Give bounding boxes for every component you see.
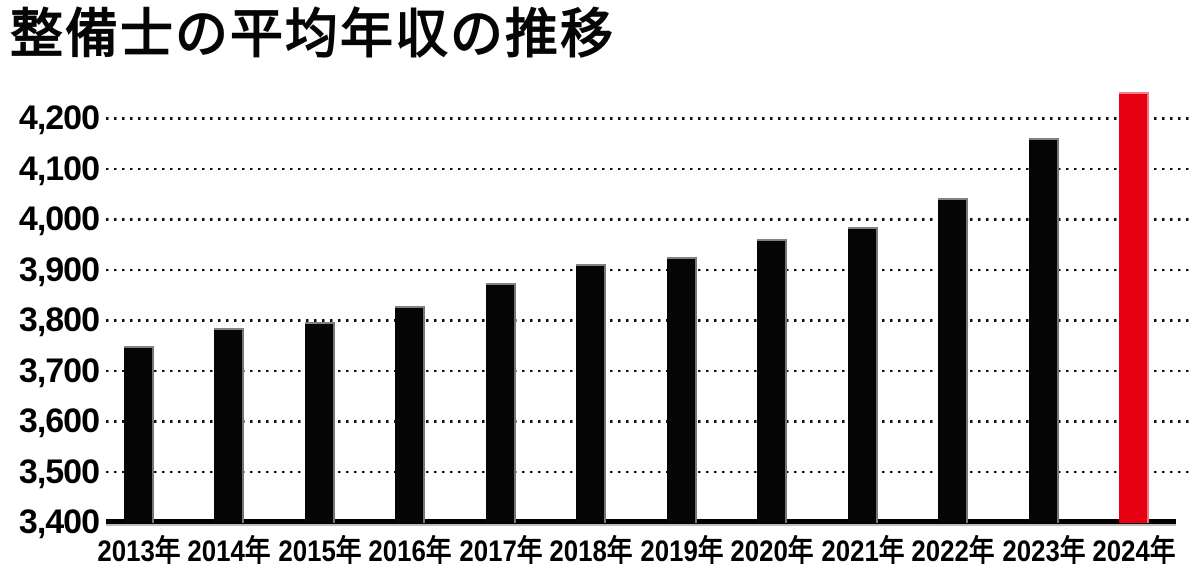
bar-2015年 [304,321,335,523]
x-tick-label: 2020年 [730,535,814,568]
y-tick-label: 3,700 [18,351,100,390]
bar-2020年 [757,238,787,523]
y-tick-label: 3,800 [18,301,100,339]
bar-2017年 [485,282,516,523]
bar-2016年 [395,305,425,523]
gridline-3600 [106,420,1192,423]
x-tick-label: 2014年 [187,535,271,568]
y-tick-label: 3,400 [18,503,100,541]
x-tick-label: 2015年 [277,535,362,568]
bar-2013年 [123,346,154,523]
x-tick-label: 2018年 [549,535,633,568]
gridline-4000 [106,218,1192,221]
bar-2024年 [1119,91,1149,523]
y-tick-label: 3,900 [18,250,100,289]
bar-2014年 [214,328,244,523]
x-tick-label: 2017年 [458,535,543,568]
y-tick-label: 3,500 [18,452,100,491]
gridline-3800 [106,319,1192,322]
x-tick-label: 2023年 [1001,535,1086,568]
x-tick-label: 2016年 [368,535,452,568]
bar-2021年 [847,227,878,523]
bar-2022年 [938,197,968,523]
x-axis-line [106,519,1176,524]
x-tick-label: 2013年 [96,535,181,568]
x-tick-label: 2022年 [911,535,995,568]
x-tick-label: 2019年 [639,535,724,568]
y-tick-label: 4,000 [18,200,100,238]
x-tick-label: 2021年 [820,535,905,568]
y-tick-label: 4,100 [18,149,100,188]
gridline-3500 [106,470,1192,473]
y-tick-label: 4,200 [18,99,100,137]
chart-title: 整備士の平均年収の推移 [10,5,615,64]
gridline-3900 [106,268,1192,271]
bar-2019年 [666,256,697,523]
x-tick-label: 2024年 [1092,535,1176,568]
y-tick-label: 3,600 [18,402,100,440]
bar-2018年 [576,263,606,523]
bar-2023年 [1028,137,1059,523]
gridline-3700 [106,369,1192,372]
gridline-4200 [106,117,1192,120]
gridline-4100 [106,167,1192,170]
